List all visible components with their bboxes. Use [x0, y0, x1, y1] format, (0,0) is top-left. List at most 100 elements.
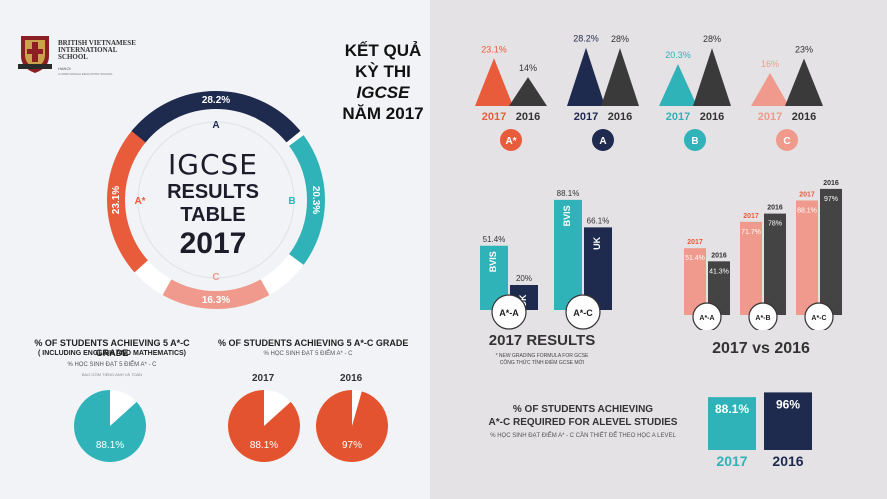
block2-year-2017: 2017 [252, 373, 275, 384]
triangle-2016 [693, 48, 731, 106]
alevel-value-label: 88.1% [715, 402, 749, 416]
alevel-bar-2017 [708, 397, 756, 450]
bar-value-label: 78% [768, 221, 782, 228]
ring-title-4: 2017 [179, 227, 247, 260]
bar-year-label: 2016 [767, 205, 783, 212]
bar-value-label: 66.1% [587, 216, 610, 225]
grade-badge-label: C [783, 136, 790, 147]
triangle-2017 [659, 64, 697, 106]
title-line-2: KỲ THI [355, 62, 411, 81]
bar-year-label: 2017 [799, 191, 815, 198]
alevel-value-label: 96% [776, 397, 800, 411]
ring-title-2: RESULTS [167, 181, 259, 203]
ring-value-label: 23.1% [111, 186, 122, 214]
category-badge [804, 302, 834, 330]
block1-heading-2: ( INCLUDING ENGLISH AND MATHEMATICS) [37, 350, 187, 357]
alevel-year-label: 2017 [716, 453, 747, 469]
bar-value-label: 51.4% [483, 235, 506, 244]
results-note-1: * NEW GRADING FORMULA FOR GCSE [495, 353, 589, 359]
pie-slice [316, 390, 388, 462]
bar-value-label: 20% [516, 274, 532, 283]
triangle-value-label: 23.1% [481, 44, 507, 54]
ring-segment-c [162, 279, 270, 309]
ring-segment-astar [107, 127, 149, 273]
bar-series-label: BVIS [562, 205, 572, 226]
school-name: BRITISH VIETNAMESE INTERNATIONAL SCHOOL [58, 39, 136, 61]
ring-value-label: 16.3% [202, 295, 230, 306]
category-badge [692, 302, 722, 330]
triangle-2017 [567, 47, 605, 106]
bar-bvis [554, 199, 582, 310]
triangle-2017 [751, 72, 789, 106]
ring-value-label: 28.2% [202, 95, 230, 106]
bar-2016 [820, 188, 842, 315]
alevel-chart: 88.1% 2017 96% 2016 [708, 392, 812, 469]
bar-2017 [740, 221, 762, 315]
grade-badge [776, 129, 798, 151]
ring-chart: 23.1% A* 28.2% A 20.3% B 16.3% C [107, 91, 325, 309]
pie-slice [228, 390, 300, 462]
ring-title: IGCSE RESULTS TABLE 2017 [148, 148, 278, 261]
school-subtitle: A NORD ANGLIA EDUCATION SCHOOL [58, 72, 113, 76]
alevel-sub: % HỌC SINH ĐẠT ĐIỂM A* - C CẦN THIẾT ĐỂ … [490, 433, 676, 439]
bar-value-label: 51.4% [685, 255, 705, 262]
pie-value-label: 88.1% [250, 440, 278, 451]
category-badge-label: A*-C [811, 315, 826, 322]
ring-title-1: IGCSE [168, 148, 258, 181]
bar-2017 [684, 248, 706, 315]
ring-segment-b [288, 135, 325, 265]
category-badge-label: A*-B [755, 315, 770, 322]
block2-year-2016: 2016 [340, 373, 363, 384]
bar-year-label: 2017 [743, 213, 759, 220]
alevel-heading-2: A*-C REQUIRED FOR ALEVEL STUDIES [488, 417, 678, 428]
category-badge-label: A*-C [573, 308, 593, 318]
block1-heading: % OF STUDENTS ACHIEVING 5 A*-C GRADE [34, 338, 190, 358]
title-line-1: KẾT QUẢ [344, 41, 422, 60]
triangle-year-label: 2017 [758, 111, 782, 123]
block1-sub: % HỌC SINH ĐẠT 5 ĐIỂM A* - C [67, 362, 157, 368]
triangle-2016 [601, 48, 639, 106]
ring-segment-a [131, 91, 301, 143]
bar-series-label: UK [518, 294, 528, 307]
school-crest-icon [18, 36, 52, 73]
triangle-value-label: 28.2% [573, 34, 599, 44]
grade-badge-label: B [691, 136, 698, 147]
pie-value-label: 97% [342, 440, 362, 451]
alevel-heading-1: % OF STUDENTS ACHIEVING [512, 404, 654, 415]
title-line-4: NĂM 2017 [342, 104, 424, 123]
block2-heading: % OF STUDENTS ACHIEVING 5 A*-C GRADE [218, 338, 409, 348]
bar-value-label: 88.1% [797, 207, 817, 214]
pie-88-1: 88.1% [74, 390, 146, 462]
vs-title: 2017 vs 2016 [712, 340, 810, 357]
ring-grade-label: A [212, 120, 219, 131]
bar-2016 [708, 261, 730, 315]
bar-series-label: UK [592, 236, 602, 249]
triangle-year-label: 2017 [574, 111, 598, 123]
title-line-3: IGCSE [356, 83, 410, 102]
bar-2017 [796, 200, 818, 315]
triangle-year-label: 2016 [700, 111, 724, 123]
triangle-year-label: 2016 [516, 111, 540, 123]
category-badge [748, 302, 778, 330]
triangle-value-label: 23% [795, 44, 813, 54]
bar-year-label: 2016 [823, 180, 839, 187]
pie-2016: 97% [316, 390, 388, 462]
category-badge-label: A*-A [699, 315, 714, 322]
bar-value-label: 41.3% [709, 268, 729, 275]
results-2017-title: 2017 RESULTS [488, 332, 596, 349]
bar-series-label: BVIS [488, 251, 498, 272]
grade-comparison-triangles: 23.1% 2017 14% 2016 A* 28.2% 2017 28% 2016 A 20.3%… [475, 34, 823, 151]
triangle-value-label: 28% [703, 34, 721, 44]
ring-inner-guide [137, 121, 295, 279]
category-badge-label: A*-A [499, 308, 519, 318]
vs-chart: 2017 51.4% 2016 41.3% A*-A 2017 71.7% 2016 78% A*… [684, 180, 842, 330]
grade-badge [500, 129, 522, 151]
triangle-2017 [475, 58, 513, 106]
bar-value-label: 97% [824, 196, 838, 203]
alevel-bar-2016 [764, 392, 812, 450]
school-place: HANOI [58, 66, 71, 71]
triangle-2016 [785, 58, 823, 106]
pie-value-label: 88.1% [96, 440, 124, 451]
